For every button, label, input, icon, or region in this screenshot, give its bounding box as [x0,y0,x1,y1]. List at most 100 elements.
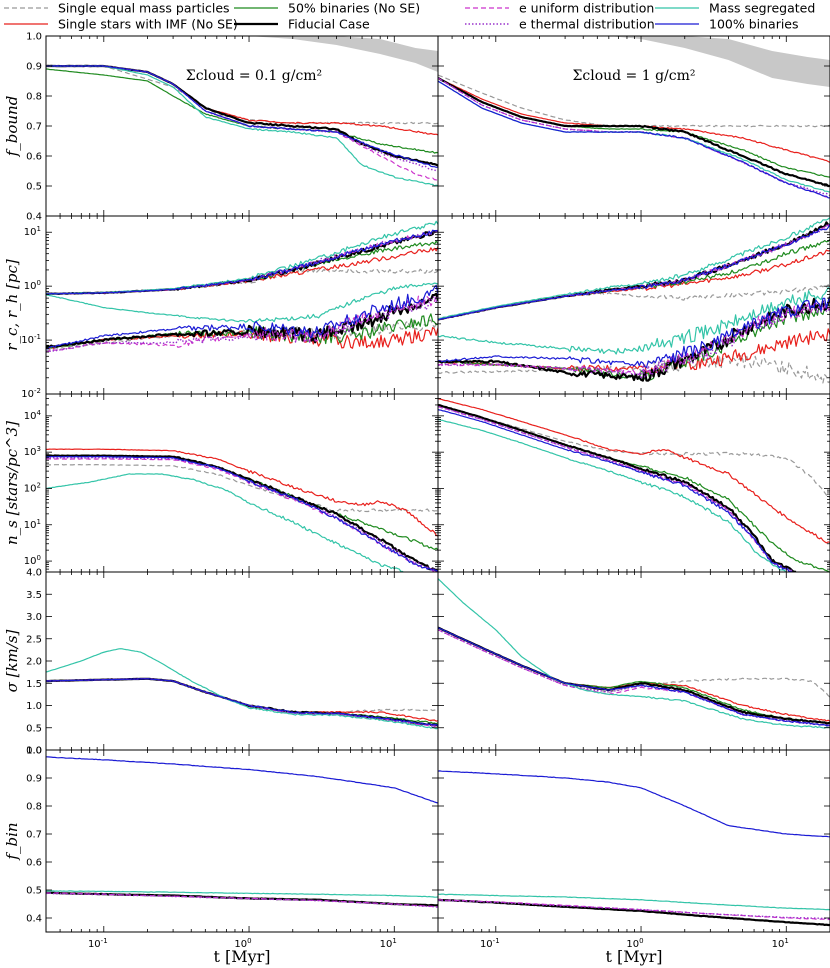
series-ns-c1-fiducial [438,404,797,572]
series-sigma-c0-mass_seg [46,648,438,730]
y-axis-label-sigma: σ [km/s] [3,629,21,692]
panel-radii-col0 [46,220,438,353]
column-annotation: Σcloud = 1 g/cm² [572,68,695,84]
series-ns-c0-bin100 [46,455,438,572]
series-sigma-c1-bin100 [438,627,830,727]
panel-frame-fbin-c1 [437,749,830,933]
y-axis-label-radii: r_c, r_h [pc] [3,259,21,351]
x-axis-label: t [Myr] [213,947,270,966]
legend-label-e_uniform: e uniform distribution [519,1,654,16]
series-ns-c0-e_thermal [46,456,438,572]
series-sigma-c1-bin50 [438,627,830,724]
y-tick-label-ns: 102 [24,481,41,494]
series-radii-c0-e_uniform [46,295,438,353]
x-tick-exp: 1 [784,937,788,945]
series-sigma-c1-single_imf [438,627,830,722]
y-tick-label-ns: 103 [24,445,41,458]
y-tick-exp: 1 [37,518,41,526]
series-radii-c0-single_imf [46,327,438,350]
y-tick-label-sigma: 0.0 [26,746,42,757]
series-ns-c0-fiducial [46,454,438,572]
series-fbin-c0-mass_seg [46,890,438,898]
series-ns-c1-mass_seg [438,418,787,572]
series-ns-c0-mass_seg [46,473,405,572]
x-tick-exp: -1 [101,937,108,945]
x-axis-label: t [Myr] [605,947,662,966]
y-tick-label-sigma: 3.5 [26,590,42,601]
y-tick-exp: 4 [37,409,42,417]
series-fbound-c1-fiducial [438,77,830,188]
series-ns-c1-e_thermal [438,405,793,572]
series-ns-c0-bin50 [46,454,438,551]
series-radii-c0-bin50 [46,240,438,295]
series-radii-c0-bin100 [46,284,438,350]
shaded-band-fbound-c1 [608,36,830,87]
y-tick-exp: 0 [37,279,41,287]
y-tick-exp: -2 [34,387,41,395]
y-tick-label-fbound: 0.5 [26,182,42,193]
y-tick-label-sigma: 1.5 [26,679,42,690]
series-fbound-c1-e_thermal [438,77,830,197]
series-ns-c1-bin50 [438,404,830,572]
legend-label-fiducial: Fiducial Case [288,17,370,32]
plot-grid: 0.40.50.60.70.80.91.0f_bound10-210-11001… [3,32,830,966]
series-radii-c1-single_imf [438,328,830,375]
series-fbound-c1-e_uniform [438,77,830,198]
y-axis-label-ns: n_s [stars/pc^3] [3,421,21,545]
series-ns-c1-bin100 [438,409,793,572]
y-tick-label-ns: 100 [24,554,41,567]
y-tick-label-fbound: 0.7 [26,122,42,133]
y-tick-label-fbin: 0.5 [26,886,42,897]
series-radii-c0-fiducial [46,292,438,349]
panel-radii-col1 [438,216,830,384]
y-tick-label-fbin: 0.9 [26,774,42,785]
series-ns-c0-single_equal [46,463,438,513]
y-tick-exp: -1 [34,333,41,341]
series-fbin-c1-e_uniform [438,899,830,921]
y-tick-label-sigma: 3.0 [26,612,42,623]
series-fbin-c0-bin100 [46,756,438,804]
series-fbound-c0-bin100 [46,65,438,168]
series-radii-c0-e_uniform [46,229,438,295]
panel-fbin-col0 [46,756,438,908]
y-tick-label-sigma: 4.0 [26,568,42,579]
y-tick-label-fbound: 0.8 [26,92,42,103]
series-sigma-c1-mass_seg [438,578,830,729]
y-tick-label-fbin: 0.7 [26,830,42,841]
panel-fbound-col0 [46,36,438,187]
x-tick-exp: 0 [639,937,643,945]
series-fbin-c0-e_thermal [46,892,438,908]
panel-ns-col1 [438,397,830,572]
x-tick-exp: -1 [493,937,500,945]
legend-label-e_thermal: e thermal distribution [519,17,655,32]
x-tick-label: 101 [772,937,789,950]
series-ns-c0-single_imf [46,448,438,537]
series-fbound-c1-bin100 [438,80,830,199]
y-tick-label-radii: 10-1 [21,333,41,346]
legend-label-single_equal: Single equal mass particles [58,1,230,16]
panel-fbound-col1 [438,36,830,199]
series-sigma-c0-single_equal [46,678,438,714]
x-tick-label: 101 [380,937,397,950]
column-annotation: Σcloud = 0.1 g/cm² [186,68,322,84]
series-ns-c1-single_equal [438,404,830,500]
series-radii-c1-fiducial [438,296,830,382]
series-fbound-c1-bin50 [438,77,830,178]
y-tick-label-fbound: 0.4 [26,212,42,223]
series-radii-c1-e_thermal [438,299,830,380]
legend-label-single_imf: Single stars with IMF (No SE) [58,17,238,32]
series-radii-c1-mass_seg [438,286,830,355]
y-tick-label-fbin: 0.6 [26,858,42,869]
x-tick-label: 10-1 [88,937,108,950]
series-radii-c1-single_equal [438,354,830,384]
y-tick-exp: 1 [37,225,41,233]
y-tick-label-fbound: 0.9 [26,62,42,73]
y-tick-label-radii: 101 [24,225,41,238]
y-tick-label-fbin: 1.0 [26,746,42,757]
series-fbin-c1-mass_seg [438,893,830,911]
panel-sigma-col0 [46,648,438,730]
series-ns-c1-e_uniform [438,406,793,572]
series-ns-c1-single_imf [438,397,830,544]
y-tick-label-ns: 101 [24,518,41,531]
